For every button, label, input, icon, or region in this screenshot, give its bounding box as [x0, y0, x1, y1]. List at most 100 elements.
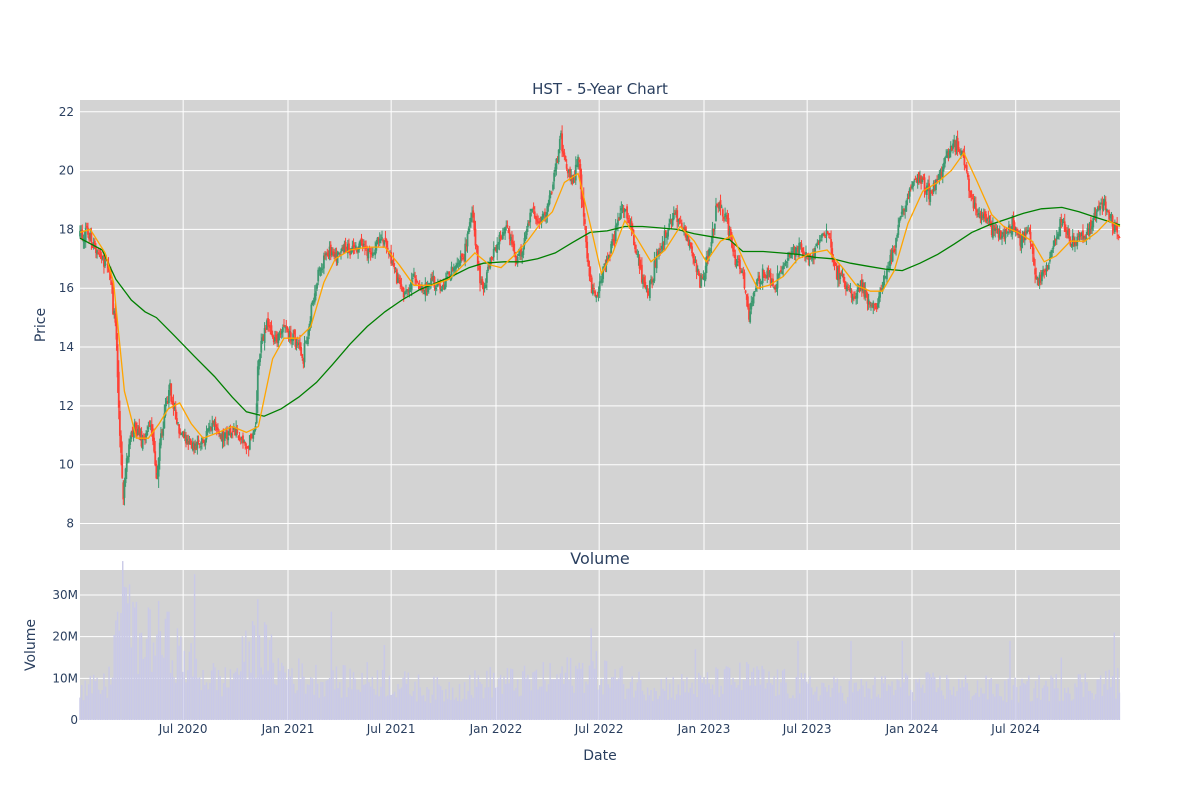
candle-body: [129, 439, 132, 445]
volume-bar: [298, 658, 300, 720]
candle-body: [819, 239, 822, 241]
volume-bar: [291, 668, 293, 720]
volume-bar: [171, 660, 174, 720]
candle-body: [181, 431, 184, 434]
volume-bar: [968, 690, 970, 720]
candle-body: [733, 249, 736, 252]
candle-body: [234, 428, 236, 436]
candle-body: [917, 172, 920, 183]
candle-body: [376, 237, 379, 244]
volume-bar: [1040, 699, 1042, 720]
candle-body: [1027, 230, 1030, 232]
price-chart-title: HST - 5-Year Chart: [532, 80, 668, 98]
candle-body: [849, 288, 852, 291]
volume-bar: [947, 678, 950, 720]
candle-body: [905, 200, 908, 212]
candle-body: [704, 265, 707, 280]
candle-body: [746, 296, 749, 308]
candle-body: [178, 424, 181, 434]
volume-bar: [1081, 682, 1083, 720]
volume-bar: [846, 697, 849, 720]
candle-body: [857, 288, 860, 292]
candle-body: [530, 208, 533, 212]
candle-body: [729, 229, 732, 237]
candle-body: [844, 285, 847, 290]
volume-bar: [809, 676, 811, 720]
candle-body: [937, 178, 940, 180]
candle-body: [258, 359, 260, 370]
volume-bar: [94, 681, 97, 720]
volume-bar: [1113, 632, 1116, 720]
candle-body: [999, 230, 1002, 238]
volume-bar: [260, 667, 262, 720]
volume-bar: [566, 657, 568, 720]
candle-body: [1001, 235, 1003, 239]
candle-body: [239, 438, 242, 440]
volume-bar: [1053, 688, 1056, 720]
candle-body: [259, 354, 261, 363]
candle-body: [973, 202, 976, 207]
volume-bar: [698, 672, 700, 720]
candle-body: [630, 221, 633, 229]
candle-body: [280, 330, 283, 334]
volume-bar: [433, 676, 435, 720]
candle-body: [268, 324, 271, 327]
candle-body: [403, 292, 406, 295]
candle-body: [406, 290, 409, 292]
candle-body: [879, 290, 881, 298]
candle-body: [121, 454, 124, 478]
candle-body: [668, 223, 671, 228]
candle-body: [647, 290, 650, 296]
volume-bar: [665, 677, 668, 720]
candle-body: [625, 209, 627, 211]
volume-bar: [187, 670, 189, 720]
volume-bar: [469, 675, 471, 720]
candle-body: [120, 435, 122, 453]
candle-body: [313, 293, 316, 303]
candle-body: [1033, 257, 1035, 266]
candle-body: [708, 248, 711, 256]
volume-bar: [711, 684, 714, 720]
candle-body: [839, 273, 842, 279]
candle-body: [816, 242, 819, 246]
candle-body: [599, 280, 602, 282]
candle-body: [1034, 268, 1036, 275]
volume-bar: [325, 680, 327, 720]
volume-bar: [192, 676, 194, 720]
candle-body: [778, 271, 781, 275]
candle-body: [480, 281, 483, 283]
volume-bar: [376, 670, 379, 720]
candle-body: [748, 307, 750, 320]
volume-bar: [987, 699, 989, 720]
candle-body: [978, 213, 981, 215]
candle-body: [1110, 213, 1113, 219]
candle-body: [678, 221, 681, 223]
volume-bar: [604, 660, 606, 720]
volume-bar: [397, 684, 399, 720]
volume-bar: [1103, 684, 1105, 720]
candle-body: [550, 192, 553, 194]
volume-bar: [937, 687, 939, 720]
candle-body: [147, 426, 150, 430]
candle-body: [788, 252, 790, 257]
volume-bar: [882, 683, 885, 720]
candle-body: [613, 239, 616, 241]
volume-bar: [193, 574, 196, 720]
candle-body: [214, 422, 217, 427]
volume-bar: [918, 678, 921, 720]
volume-bar: [173, 677, 175, 720]
volume-bar: [1069, 693, 1071, 720]
candle-body: [728, 230, 731, 236]
candle-body: [197, 439, 200, 442]
candle-body: [558, 139, 561, 150]
candle-body: [645, 288, 648, 290]
candle-body: [965, 165, 968, 172]
volume-bar: [87, 684, 90, 720]
candle-body: [1066, 231, 1068, 235]
candle-body: [637, 256, 640, 258]
volume-bar: [841, 692, 844, 720]
volume-bar: [674, 699, 676, 720]
candle-body: [887, 268, 889, 270]
candle-body: [620, 208, 623, 211]
volume-bar: [740, 690, 743, 720]
